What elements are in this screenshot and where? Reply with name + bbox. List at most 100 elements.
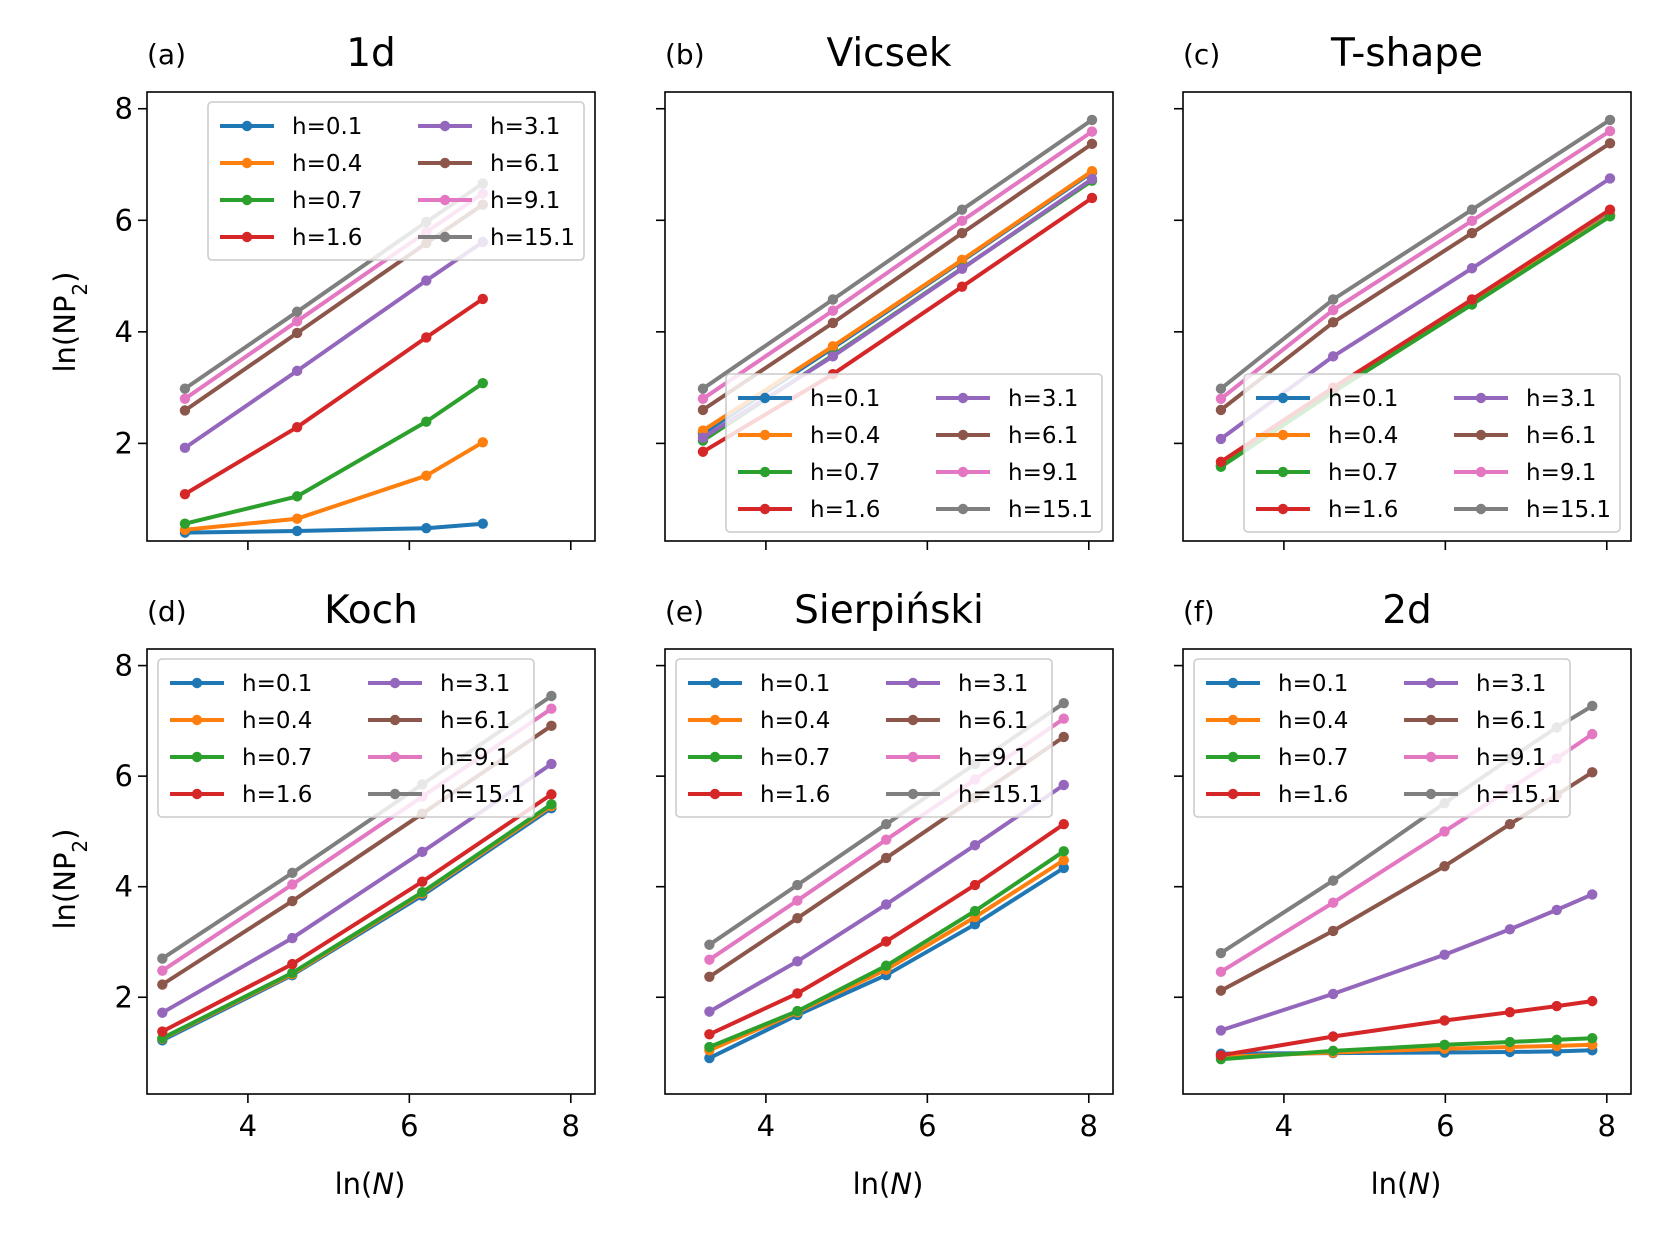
panel-b-point-h=15.1-3 <box>1086 114 1098 126</box>
panel-c-legend-label-h=9.1: h=9.1 <box>1526 460 1596 486</box>
panel-e-point-h=1.6-0 <box>704 1029 715 1040</box>
panel-f-point-h=15.1-5 <box>1587 700 1598 712</box>
panel-e-point-h=15.1-1 <box>792 879 803 891</box>
panel-c-point-h=3.1-2 <box>1466 263 1478 274</box>
panel-e-point-h=9.1-0 <box>704 954 715 965</box>
panel-d-point-h=3.1-0 <box>157 1007 168 1018</box>
panel-d-legend-frame <box>157 658 535 818</box>
panel-f-legend-label-h=0.1: h=0.1 <box>1278 671 1348 697</box>
panel-b-legend-marker-h=0.4 <box>759 429 771 441</box>
panel-f-point-h=1.6-5 <box>1587 995 1598 1007</box>
panel-c-point-h=9.1-0 <box>1215 393 1227 404</box>
panel-a-series-line-h=1.6 <box>183 297 484 496</box>
panel-c-legend-label-h=0.7: h=0.7 <box>1328 460 1398 486</box>
panel-b-point-h=0.4-0 <box>697 425 709 436</box>
panel-e-point-h=6.1-2 <box>880 852 892 864</box>
panel-e-legend-label-h=15.1: h=15.1 <box>958 782 1043 808</box>
panel-c-axes-frame <box>1182 91 1632 542</box>
panel-e-legend-marker-h=6.1 <box>907 714 919 726</box>
panel-f-legend-marker-h=0.4 <box>1227 714 1239 726</box>
panel-a-point-h=3.1-1 <box>291 365 303 377</box>
panel-c-point-h=1.6-2 <box>1466 294 1478 305</box>
panel-d-point-h=6.1-1 <box>287 895 298 907</box>
panel-f-point-h=0.7-2 <box>1439 1039 1450 1051</box>
panel-f-point-h=0.7-5 <box>1587 1032 1598 1044</box>
panel-e: (e) Sierpiński 4 6 8 h=0.1 h=0.4 h=0.7 h=1.6 h=3.… <box>656 588 1114 1143</box>
panel-b-point-h=1.6-0 <box>697 446 709 457</box>
panel-d-legend-marker-h=0.1 <box>191 677 203 689</box>
panel-c-point-h=15.1-1 <box>1327 294 1339 305</box>
panel-e-point-h=0.7-2 <box>880 960 892 971</box>
panel-f-point-h=0.7-3 <box>1504 1036 1516 1048</box>
panel-e-point-h=6.1-1 <box>792 913 803 924</box>
panel-f-title: 2d <box>1382 588 1432 633</box>
panel-d-point-h=0.7-1 <box>287 967 298 979</box>
panel-e-legend-label-h=6.1: h=6.1 <box>958 708 1028 734</box>
panel-a-legend-label-h=1.6: h=1.6 <box>292 225 362 251</box>
panel-e-legend-marker-h=15.1 <box>907 788 919 800</box>
panel-f-point-h=9.1-0 <box>1215 966 1227 978</box>
panel-f-point-h=3.1-1 <box>1327 988 1339 1000</box>
panel-c-legend-marker-h=0.4 <box>1277 429 1289 441</box>
panel-f-point-h=3.1-5 <box>1587 889 1598 900</box>
panel-f-legend-frame <box>1193 658 1571 818</box>
panel-a: (a) 1d2468h=0.1h=0.4h=0.7h=1.6h=3.1h=6.1h… <box>115 31 596 550</box>
panel-e-point-h=3.1-0 <box>704 1006 715 1017</box>
panel-e-legend-label-h=3.1: h=3.1 <box>958 671 1028 697</box>
panel-b-point-h=1.6-3 <box>1086 192 1098 204</box>
panel-a-legend-marker-h=3.1 <box>439 120 451 132</box>
panel-c-point-h=3.1-3 <box>1604 173 1616 184</box>
panel-e-point-h=9.1-2 <box>880 834 892 845</box>
panel-d-legend-marker-h=0.4 <box>191 714 203 726</box>
panel-e-legend-label-h=0.1: h=0.1 <box>760 671 830 697</box>
panel-b-series-line-h=15.1 <box>701 118 1094 391</box>
panel-b-point-h=6.1-0 <box>697 404 709 416</box>
panel-a-point-h=0.7-1 <box>291 491 303 502</box>
panel-a-axes-frame <box>146 91 596 542</box>
panel-c-title: T-shape <box>1330 31 1483 76</box>
panel-a-point-h=0.1-1 <box>291 525 303 537</box>
panel-c-legend-marker-h=6.1 <box>1475 429 1487 441</box>
panel-f-point-h=9.1-2 <box>1439 826 1450 837</box>
panel-a-legend-marker-h=0.4 <box>241 157 253 169</box>
panel-a-legend-marker-h=1.6 <box>241 231 253 243</box>
panel-a-legend-marker-h=0.7 <box>241 194 253 206</box>
panel-d-legend: h=0.1 h=0.4 h=0.7 h=1.6 h=3.1 h=6.1 h=9.1 h=15.… <box>157 658 535 818</box>
panel-d-legend-marker-h=1.6 <box>191 788 203 800</box>
panel-d-legend-marker-h=9.1 <box>389 751 401 763</box>
panel-e-point-h=9.1-4 <box>1058 713 1069 724</box>
panel-a-point-h=1.6-2 <box>421 332 432 343</box>
panel-c-legend: h=0.1 h=0.4 h=0.7 h=1.6 h=3.1 h=6.1 h=9.1 h=15.… <box>1243 373 1621 533</box>
panel-e-point-h=0.7-0 <box>704 1041 715 1053</box>
panel-e-legend-label-h=9.1: h=9.1 <box>958 745 1028 771</box>
panel-e-point-h=3.1-4 <box>1058 779 1069 791</box>
panel-b-point-h=15.1-0 <box>697 383 709 394</box>
panel-c-legend-label-h=0.4: h=0.4 <box>1328 423 1398 449</box>
panel-c-legend-marker-h=9.1 <box>1475 466 1487 478</box>
panel-e-point-h=0.7-1 <box>792 1005 803 1017</box>
panel-c-point-h=9.1-3 <box>1604 125 1616 137</box>
panel-e-point-h=1.6-1 <box>792 988 803 999</box>
panel-b-legend-label-h=0.7: h=0.7 <box>810 460 880 486</box>
panel-e-point-h=0.1-4 <box>1058 862 1069 874</box>
panel-e-xtick-label-8: 8 <box>1080 1109 1098 1143</box>
panel-d-xtick-label-4: 4 <box>239 1109 257 1143</box>
panel-f-point-h=6.1-2 <box>1439 861 1450 872</box>
panel-d-point-h=3.1-1 <box>287 932 298 944</box>
panel-c-legend-label-h=3.1: h=3.1 <box>1526 386 1596 412</box>
panel-a-point-h=6.1-0 <box>179 405 191 416</box>
panel-d-legend-marker-h=15.1 <box>389 788 401 800</box>
panel-d-point-h=0.7-2 <box>417 887 428 898</box>
panel-d-xtick-label-6: 6 <box>400 1109 418 1143</box>
panel-e-xtick-label-4: 4 <box>757 1109 775 1143</box>
panel-d-point-h=15.1-0 <box>157 953 168 964</box>
panel-b-legend-label-h=3.1: h=3.1 <box>1008 386 1078 412</box>
panel-d-point-h=9.1-3 <box>546 703 557 714</box>
panel-d-title: Koch <box>324 588 418 633</box>
panel-f-point-h=6.1-5 <box>1587 767 1598 778</box>
panel-e-point-h=9.1-1 <box>792 895 803 906</box>
panel-d-legend-marker-h=6.1 <box>389 714 401 726</box>
panel-e-point-h=15.1-2 <box>880 819 892 830</box>
panel-b-point-h=9.1-0 <box>697 393 709 404</box>
panel-d-legend-label-h=9.1: h=9.1 <box>440 745 510 771</box>
